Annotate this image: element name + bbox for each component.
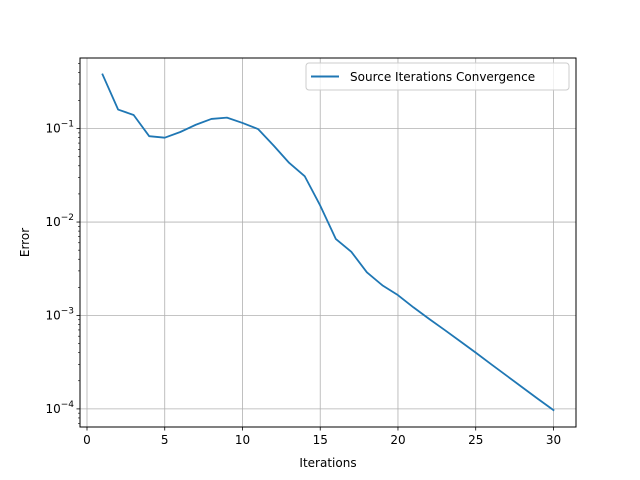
y-axis-label: Error <box>18 228 32 257</box>
x-tick-label: 20 <box>390 433 405 447</box>
y-tick-label: 10−1 <box>45 120 74 136</box>
y-tick-label-base: 10 <box>45 308 60 322</box>
y-tick-label-exponent: −2 <box>61 213 74 223</box>
series-line-0 <box>101 73 555 412</box>
x-tick-label: 15 <box>313 433 328 447</box>
legend-entry-label: Source Iterations Convergence <box>350 70 535 84</box>
legend: Source Iterations Convergence <box>305 62 570 91</box>
legend-box <box>305 62 570 91</box>
y-tick-label-exponent: −4 <box>61 400 75 410</box>
x-axis-label: Iterations <box>299 456 356 470</box>
x-tick-label: 10 <box>235 433 250 447</box>
x-tick-label: 0 <box>83 433 91 447</box>
y-tick-label-base: 10 <box>45 215 60 229</box>
x-tick-label: 25 <box>468 433 483 447</box>
y-tick-label: 10−2 <box>45 213 74 229</box>
x-tick-label: 30 <box>546 433 561 447</box>
y-tick-label: 10−4 <box>45 400 74 416</box>
y-tick-label: 10−3 <box>45 306 74 322</box>
y-tick-label-base: 10 <box>45 122 60 136</box>
x-tick-label: 5 <box>161 433 169 447</box>
series-layer <box>101 73 555 412</box>
y-tick-label-exponent: −1 <box>61 120 74 130</box>
y-tick-label-base: 10 <box>45 402 60 416</box>
y-tick-label-exponent: −3 <box>61 306 74 316</box>
